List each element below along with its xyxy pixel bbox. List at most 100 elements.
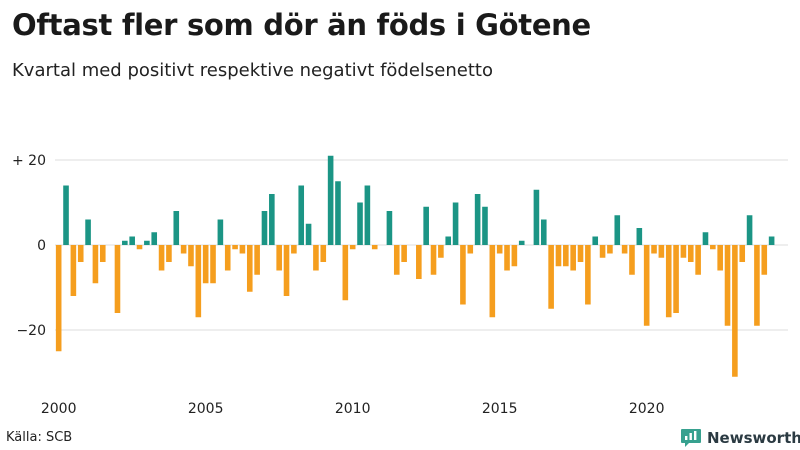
bar xyxy=(254,245,260,275)
bar xyxy=(768,236,775,245)
bar xyxy=(489,245,496,318)
bar xyxy=(305,223,312,245)
bar xyxy=(702,232,709,245)
brand-name: Newsworthy xyxy=(707,429,800,447)
bar xyxy=(452,202,459,245)
bar xyxy=(754,245,760,326)
bar xyxy=(445,236,452,245)
bar xyxy=(239,245,246,254)
bar xyxy=(180,245,187,254)
bar xyxy=(298,185,305,245)
bar xyxy=(158,245,165,271)
bar xyxy=(607,245,613,254)
bar xyxy=(55,245,62,352)
x-tick-label: 2015 xyxy=(482,401,518,417)
bar xyxy=(621,245,628,254)
bar xyxy=(651,245,657,254)
bar xyxy=(518,240,525,245)
bar xyxy=(195,245,202,318)
bar xyxy=(643,245,650,326)
source-note: Källa: SCB xyxy=(6,430,73,445)
bar xyxy=(217,219,224,245)
bar xyxy=(629,245,635,275)
bar xyxy=(563,245,569,267)
bar xyxy=(724,245,731,326)
bar xyxy=(349,245,356,250)
bar xyxy=(224,245,231,271)
bar xyxy=(482,206,488,245)
bar xyxy=(732,245,738,377)
bar xyxy=(636,228,643,245)
bar xyxy=(592,236,599,245)
bar xyxy=(85,219,91,245)
bar xyxy=(511,245,518,267)
bar xyxy=(570,245,576,271)
chart-subtitle: Kvartal med positivt respektive negativt… xyxy=(12,60,493,81)
bar xyxy=(504,245,510,271)
bar xyxy=(717,245,723,271)
bar xyxy=(261,211,268,245)
bar xyxy=(114,245,121,313)
bar xyxy=(746,215,753,245)
bar xyxy=(496,245,503,254)
bar xyxy=(533,189,540,245)
y-tick-label: −20 xyxy=(16,323,46,339)
bar xyxy=(129,236,135,245)
bar xyxy=(327,155,334,245)
bar xyxy=(739,245,746,262)
bar xyxy=(599,245,606,258)
bar xyxy=(460,245,466,305)
bar xyxy=(283,245,290,296)
bar xyxy=(540,219,547,245)
bar xyxy=(357,202,363,245)
bar xyxy=(710,245,716,250)
y-tick-label: + 20 xyxy=(12,153,46,169)
bar xyxy=(438,245,444,258)
bar xyxy=(371,245,378,250)
bar xyxy=(313,245,319,271)
bar xyxy=(585,245,591,305)
bar xyxy=(680,245,687,258)
bar xyxy=(136,245,143,250)
bar xyxy=(695,245,701,275)
bar xyxy=(548,245,554,309)
bar xyxy=(430,245,437,275)
bar xyxy=(673,245,679,313)
bar-chart-speech-icon xyxy=(681,429,701,447)
bar xyxy=(364,185,371,245)
bar xyxy=(342,245,349,301)
bar xyxy=(92,245,99,284)
bar xyxy=(99,245,106,262)
bar xyxy=(151,232,158,245)
x-tick-label: 2020 xyxy=(629,401,665,417)
bar xyxy=(269,194,275,245)
bar xyxy=(467,245,474,254)
bar xyxy=(77,245,84,262)
x-tick-label: 2010 xyxy=(335,401,371,417)
bar xyxy=(246,245,253,292)
bar xyxy=(122,240,128,245)
bar xyxy=(401,245,407,262)
bar xyxy=(232,245,238,250)
bar xyxy=(166,245,172,262)
x-tick-label: 2005 xyxy=(188,401,224,417)
bar xyxy=(320,245,327,262)
bar xyxy=(665,245,672,318)
bar xyxy=(761,245,768,275)
bar xyxy=(614,215,621,245)
bar xyxy=(144,240,150,245)
bar xyxy=(555,245,562,267)
bar xyxy=(210,245,216,284)
bar xyxy=(173,211,180,245)
x-tick-label: 2000 xyxy=(41,401,77,417)
bar xyxy=(416,245,422,279)
bar xyxy=(63,185,69,245)
brand-logo: Newsworthy xyxy=(680,428,800,448)
bar xyxy=(658,245,665,258)
bar xyxy=(335,181,341,245)
bar xyxy=(474,194,481,245)
y-tick-label: 0 xyxy=(37,238,46,254)
bar xyxy=(393,245,400,275)
bar xyxy=(386,211,393,245)
